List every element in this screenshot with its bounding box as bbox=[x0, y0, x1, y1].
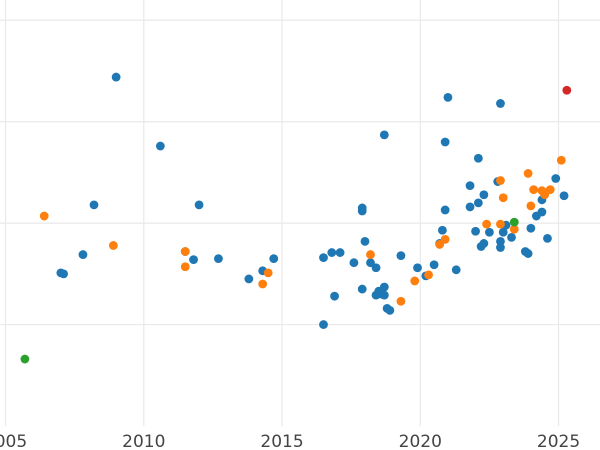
data-point bbox=[498, 227, 508, 237]
data-point bbox=[562, 85, 572, 95]
data-point bbox=[479, 190, 489, 200]
data-point bbox=[89, 200, 99, 210]
data-point bbox=[244, 274, 254, 284]
data-point bbox=[379, 290, 389, 300]
x-tick-labels: 2005 2010 2015 2020 2025 bbox=[0, 432, 580, 450]
data-point bbox=[379, 282, 389, 292]
data-point bbox=[385, 305, 395, 315]
data-point bbox=[526, 223, 536, 233]
data-point bbox=[437, 225, 447, 235]
data-point bbox=[507, 232, 516, 242]
data-point bbox=[482, 219, 492, 229]
x-tick-label: 2020 bbox=[399, 432, 442, 450]
x-tick-label: 2005 bbox=[0, 432, 27, 450]
data-point bbox=[194, 200, 204, 210]
data-point bbox=[559, 191, 569, 201]
data-point bbox=[551, 174, 561, 183]
data-point bbox=[371, 263, 381, 273]
data-point bbox=[424, 270, 433, 280]
x-tick-label: 2025 bbox=[537, 432, 580, 450]
data-point bbox=[473, 198, 483, 208]
data-point bbox=[20, 354, 30, 364]
data-point bbox=[526, 201, 536, 211]
data-points bbox=[20, 72, 572, 364]
data-point bbox=[556, 155, 566, 165]
data-point bbox=[440, 137, 450, 147]
data-point bbox=[496, 237, 505, 246]
data-point bbox=[440, 234, 450, 244]
data-point bbox=[258, 279, 268, 289]
data-point bbox=[263, 268, 273, 278]
data-point bbox=[440, 205, 450, 215]
data-point bbox=[496, 219, 505, 229]
data-point bbox=[330, 291, 339, 301]
series-2 bbox=[20, 217, 519, 364]
data-point bbox=[357, 206, 367, 216]
data-point bbox=[451, 265, 461, 275]
data-point bbox=[349, 258, 359, 268]
data-point bbox=[496, 176, 505, 185]
data-point bbox=[396, 251, 406, 260]
data-point bbox=[429, 260, 439, 270]
data-point bbox=[78, 250, 88, 259]
data-point bbox=[498, 193, 508, 203]
data-point bbox=[509, 217, 519, 227]
data-point bbox=[319, 320, 328, 329]
x-tick-label: 2015 bbox=[260, 432, 303, 450]
series-0 bbox=[56, 72, 569, 329]
data-point bbox=[485, 227, 494, 237]
series-3 bbox=[562, 85, 572, 95]
data-point bbox=[410, 276, 420, 286]
x-tick-label: 2010 bbox=[122, 432, 165, 450]
data-point bbox=[214, 254, 223, 264]
data-point bbox=[537, 207, 547, 217]
data-point bbox=[59, 269, 68, 279]
data-point bbox=[357, 284, 367, 294]
series-1 bbox=[39, 155, 566, 306]
data-point bbox=[335, 248, 345, 257]
data-point bbox=[529, 185, 539, 195]
data-point bbox=[443, 92, 453, 102]
data-point bbox=[108, 241, 118, 250]
data-point bbox=[496, 243, 505, 252]
data-point bbox=[523, 169, 533, 178]
data-point bbox=[471, 226, 480, 236]
data-point bbox=[360, 237, 370, 246]
data-point bbox=[543, 233, 552, 243]
data-point bbox=[509, 224, 519, 234]
data-point bbox=[180, 247, 190, 256]
data-point bbox=[496, 99, 505, 108]
data-point bbox=[465, 181, 475, 191]
data-point bbox=[379, 130, 389, 140]
data-point bbox=[523, 249, 533, 258]
data-point bbox=[413, 263, 422, 273]
data-point bbox=[327, 248, 337, 257]
data-point bbox=[545, 185, 555, 195]
data-point bbox=[319, 253, 328, 263]
grid-lines bbox=[0, 0, 600, 426]
data-point bbox=[180, 262, 190, 272]
data-point bbox=[366, 250, 375, 259]
data-point bbox=[396, 296, 406, 306]
data-point bbox=[465, 202, 475, 212]
data-point bbox=[155, 141, 165, 151]
data-point bbox=[39, 211, 49, 221]
data-point bbox=[479, 239, 489, 248]
data-point bbox=[189, 255, 198, 265]
data-point bbox=[473, 153, 483, 163]
data-point bbox=[111, 72, 121, 82]
data-point bbox=[269, 254, 279, 264]
